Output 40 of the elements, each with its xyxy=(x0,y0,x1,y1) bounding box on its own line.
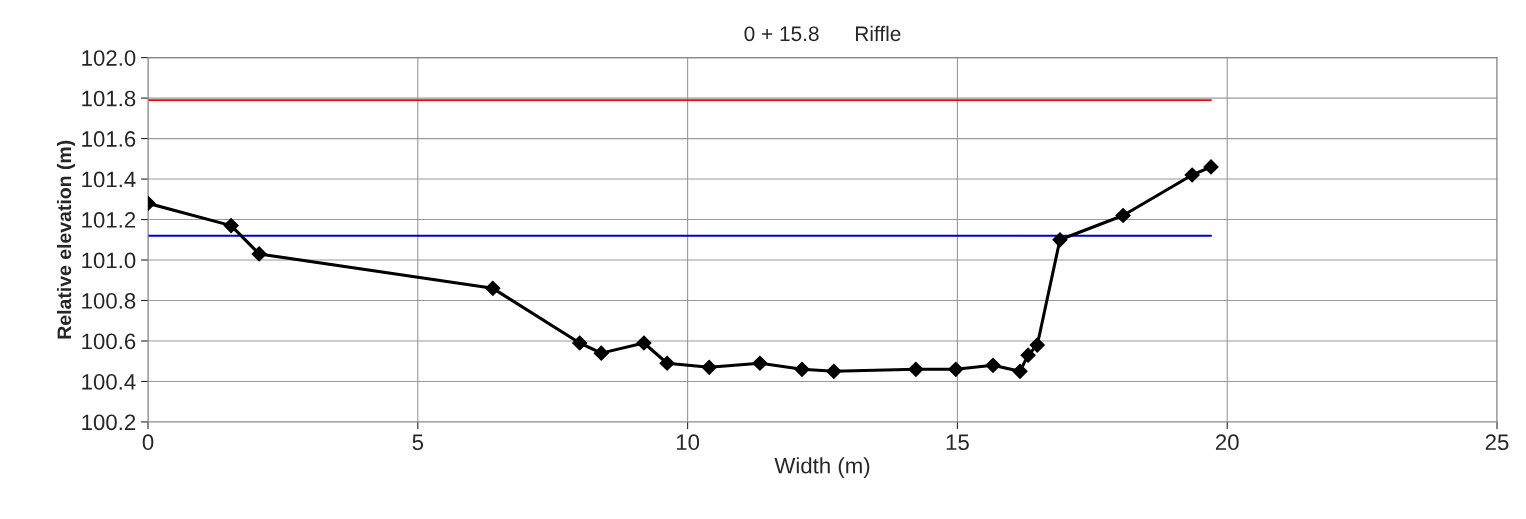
y-tick-label: 100.6 xyxy=(82,333,136,350)
y-tick-label: 101.4 xyxy=(82,171,136,188)
point xyxy=(985,357,1001,373)
point xyxy=(1184,167,1200,183)
x-tick-label: 0 xyxy=(142,434,154,451)
x-tick-label: 15 xyxy=(946,434,969,451)
point xyxy=(593,345,609,361)
point xyxy=(1052,232,1068,248)
y-tick-label: 102.0 xyxy=(82,50,136,66)
y-tick-label: 100.4 xyxy=(82,374,136,390)
x-tick-label: 5 xyxy=(412,434,424,451)
point xyxy=(223,218,239,234)
point xyxy=(572,335,588,351)
x-tick-label: 20 xyxy=(1215,434,1239,451)
point xyxy=(1029,337,1045,353)
y-tick-label: 100.2 xyxy=(82,414,136,431)
point xyxy=(636,335,652,351)
point xyxy=(485,280,501,296)
point xyxy=(1203,159,1219,175)
chart-title: 0 + 15.8 Riffle xyxy=(744,25,901,42)
y-tick-label: 101.8 xyxy=(82,90,136,107)
point xyxy=(659,355,675,371)
y-tick-label: 101.2 xyxy=(82,212,136,228)
point xyxy=(1115,207,1131,224)
point xyxy=(826,363,842,379)
point xyxy=(1012,363,1028,379)
point xyxy=(701,359,717,375)
x-tick-label: 10 xyxy=(676,434,700,451)
x-axis-title: Width (m) xyxy=(774,457,870,478)
point xyxy=(908,361,924,377)
point xyxy=(752,355,768,371)
point xyxy=(1020,347,1036,363)
y-tick-label: 100.8 xyxy=(82,293,136,309)
y-axis-title: Relative elevation (m) xyxy=(56,140,76,339)
point xyxy=(794,361,810,377)
y-tick-label: 101.6 xyxy=(82,131,136,147)
point xyxy=(948,361,964,377)
y-tick-label: 101.0 xyxy=(82,252,136,269)
point xyxy=(251,246,267,262)
x-tick-label: 25 xyxy=(1485,434,1509,451)
